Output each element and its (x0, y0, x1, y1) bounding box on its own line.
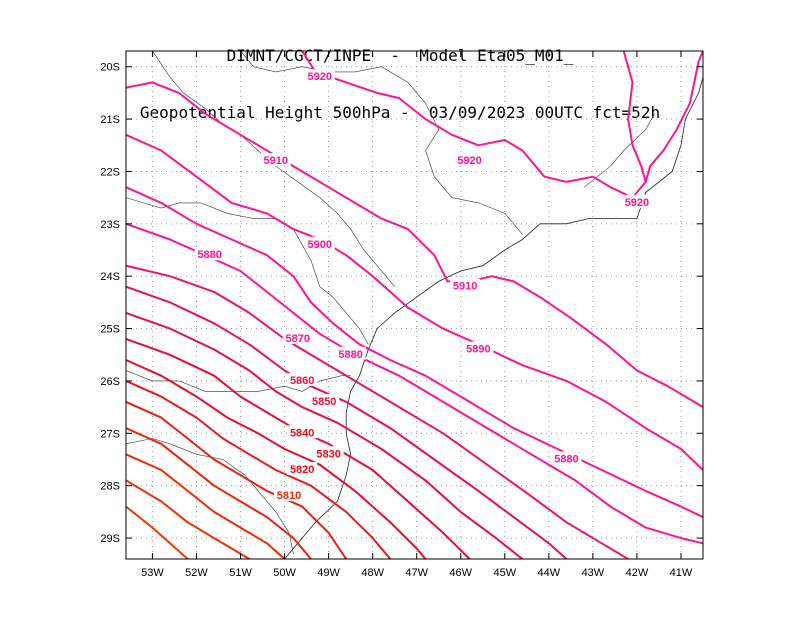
height-contour (126, 133, 703, 471)
lat-tick-label: 23S (100, 219, 120, 231)
lon-tick-label: 46W (449, 567, 472, 579)
contour-label-bg (450, 278, 481, 292)
contour-label: 5810 (277, 490, 301, 502)
height-contour (126, 427, 312, 559)
state-border (583, 113, 655, 188)
contour-label-bg (313, 446, 344, 460)
state-border (126, 438, 294, 554)
lon-tick-label: 50W (273, 567, 296, 579)
lon-tick-label: 52W (185, 567, 208, 579)
height-contour (126, 285, 568, 559)
height-contour (622, 51, 647, 183)
contour-label-bg (287, 425, 318, 439)
contour-label-bg (304, 69, 335, 83)
contour-label: 5820 (290, 464, 314, 476)
graticule-grid (126, 51, 703, 559)
height-contour (126, 453, 286, 559)
title-line-2: Geopotential Height 500hPa - 03/09/2023 … (139, 103, 661, 122)
contour-label-bg (282, 331, 313, 345)
lon-tick-label: 42W (626, 567, 649, 579)
contour-label-bg (287, 372, 318, 386)
lon-tick-label: 47W (405, 567, 428, 579)
lat-tick-label: 27S (100, 428, 120, 440)
contour-label: 5900 (308, 239, 332, 251)
height-contour (126, 359, 427, 559)
contour-label: 5850 (312, 396, 336, 408)
contour-label-bg (309, 393, 340, 407)
state-border (152, 51, 395, 287)
contour-label: 5920 (457, 155, 481, 167)
lat-tick-label: 29S (100, 533, 120, 545)
height-contour (126, 81, 703, 409)
contour-label-bg (194, 247, 225, 261)
contour-label: 5890 (466, 344, 490, 356)
contour-layer (126, 51, 703, 559)
lat-tick-label: 26S (100, 376, 120, 388)
lon-tick-label: 43W (582, 567, 605, 579)
contour-label: 5860 (290, 375, 314, 387)
lat-tick-label: 20S (100, 62, 120, 74)
height-contour (126, 264, 630, 559)
axis-layer: 20S 21S 22S 23S 24S 25S 26S 27S 28S 29S 53W 52W 51W 5… (100, 51, 703, 579)
lat-tick-label: 25S (100, 324, 120, 336)
contour-label: 5870 (286, 333, 310, 345)
contour-label-bg (304, 236, 335, 250)
lon-tick-label: 44W (538, 567, 561, 579)
height-contour (126, 222, 703, 545)
lon-tick-label: 41W (670, 567, 693, 579)
contour-label-bg (335, 346, 366, 360)
state-border (240, 51, 523, 235)
contour-label: 5880 (197, 249, 221, 261)
contour-label-bg (551, 451, 582, 465)
plot-frame (125, 50, 704, 560)
lon-tick-label: 53W (141, 567, 164, 579)
lon-tick-label: 48W (361, 567, 384, 579)
contour-label-bg (621, 194, 652, 208)
contour-label: 5880 (554, 453, 578, 465)
height-contour (126, 311, 524, 559)
height-contour (301, 51, 703, 199)
contour-label: 5920 (308, 71, 332, 83)
lon-tick-label: 49W (317, 567, 340, 579)
contour-label: 5920 (625, 197, 649, 209)
coastline-north (359, 77, 703, 376)
contour-label-layer: 5920 5920 5920 5910 5910 5900 5890 5880 5880 5880… (194, 69, 652, 502)
contour-label: 5910 (264, 155, 288, 167)
contour-label-bg (454, 152, 485, 166)
height-contour (126, 379, 392, 559)
height-contour (126, 505, 189, 559)
contour-label-bg (463, 341, 494, 355)
lon-tick-label: 51W (229, 567, 252, 579)
geography-layer (126, 51, 703, 559)
contour-label: 5840 (290, 427, 314, 439)
lon-tick-label: 45W (493, 567, 516, 579)
contour-label-bg (260, 152, 291, 166)
contour-label-bg (273, 488, 304, 502)
height-contour (126, 479, 251, 559)
contour-label: 5910 (453, 281, 477, 293)
contour-label: 5830 (316, 448, 340, 460)
height-contour (126, 186, 703, 519)
height-contour (126, 400, 348, 559)
lat-tick-label: 21S (100, 114, 120, 126)
lat-tick-label: 24S (100, 271, 120, 283)
lat-tick-label: 28S (100, 481, 120, 493)
coastline-south (284, 375, 360, 559)
contour-label: 5880 (338, 349, 362, 361)
contour-label-bg (287, 461, 318, 475)
lat-tick-label: 22S (100, 166, 120, 178)
